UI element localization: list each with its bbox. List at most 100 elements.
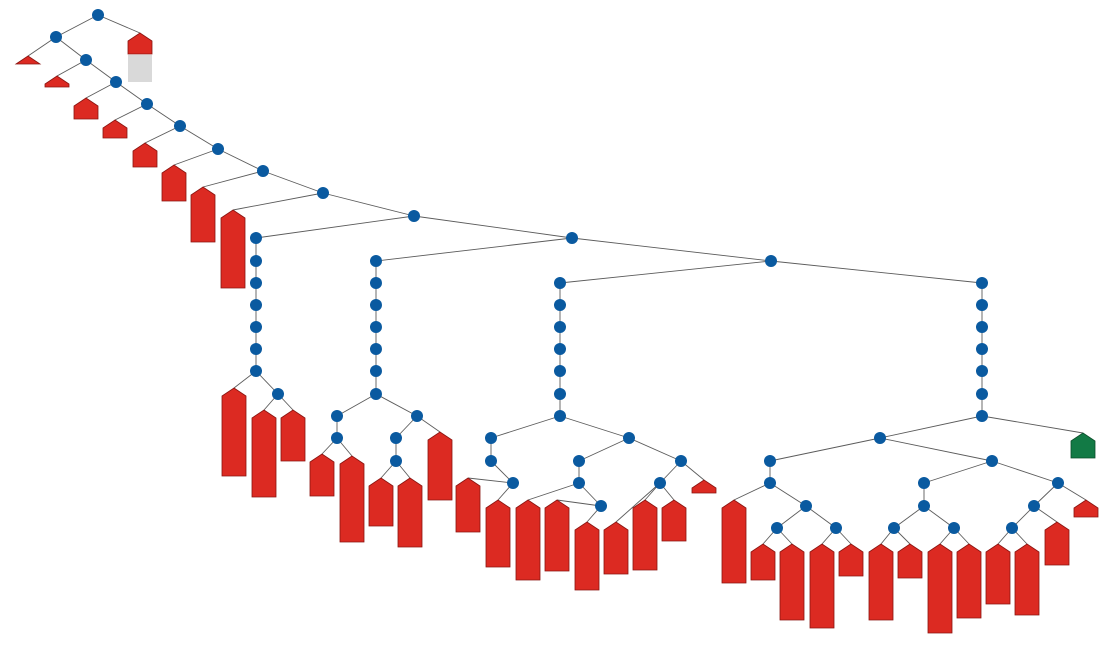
tree-node bbox=[250, 365, 262, 377]
tree-node bbox=[566, 232, 578, 244]
tree-node bbox=[370, 365, 382, 377]
leaf-node bbox=[809, 543, 835, 629]
tree-node bbox=[976, 321, 988, 333]
tree-node bbox=[250, 277, 262, 289]
tree-edge bbox=[202, 170, 264, 188]
tree-node bbox=[976, 343, 988, 355]
tree-edge bbox=[146, 103, 181, 127]
tree-node bbox=[110, 76, 122, 88]
tree-node bbox=[918, 500, 930, 512]
tree-node bbox=[573, 455, 585, 467]
tree-edge bbox=[556, 499, 602, 507]
tree-node bbox=[50, 31, 62, 43]
tree-edge bbox=[733, 482, 771, 501]
tree-node bbox=[554, 321, 566, 333]
tree-edge bbox=[232, 192, 324, 211]
tree-edge bbox=[769, 437, 881, 462]
tree-edge bbox=[375, 393, 418, 417]
tree-edge bbox=[923, 460, 993, 484]
leaf-node bbox=[515, 499, 541, 581]
tree-edge bbox=[893, 505, 925, 529]
tree-edge bbox=[770, 260, 983, 284]
tree-node bbox=[976, 299, 988, 311]
leaf-node bbox=[661, 499, 687, 542]
tree-node bbox=[507, 477, 519, 489]
leaf-node bbox=[985, 543, 1011, 605]
tree-node bbox=[554, 299, 566, 311]
tree-edge bbox=[55, 36, 87, 61]
tree-node bbox=[92, 9, 104, 21]
tree-node bbox=[976, 388, 988, 400]
leaf-node bbox=[838, 543, 864, 577]
leaf-node bbox=[73, 97, 99, 120]
tree-leaves bbox=[14, 32, 1099, 634]
tree-node bbox=[411, 410, 423, 422]
tree-edge bbox=[217, 148, 264, 172]
tree-node bbox=[331, 410, 343, 422]
tree-node bbox=[986, 455, 998, 467]
leaf-node bbox=[721, 499, 747, 584]
tree-node bbox=[390, 455, 402, 467]
tree-node bbox=[771, 522, 783, 534]
leaf-node bbox=[127, 32, 153, 55]
tree-edge bbox=[805, 505, 837, 529]
leaf-node bbox=[485, 499, 511, 568]
leaf-node bbox=[927, 543, 953, 634]
tree-edge bbox=[527, 482, 580, 501]
highlighted-leaf bbox=[1070, 432, 1096, 459]
tree-edge bbox=[144, 125, 181, 144]
tree-edge bbox=[879, 437, 993, 462]
leaf-node bbox=[750, 543, 776, 581]
tree-node bbox=[1052, 477, 1064, 489]
leaf-node bbox=[221, 387, 247, 477]
tree-edge bbox=[769, 482, 807, 507]
tree-edge bbox=[375, 237, 573, 262]
tree-edge bbox=[578, 437, 630, 462]
tree-edge bbox=[115, 81, 148, 105]
tree-edge bbox=[55, 14, 99, 38]
tree-node bbox=[554, 343, 566, 355]
tree-edge bbox=[981, 415, 1084, 434]
tree-node bbox=[595, 500, 607, 512]
tree-node bbox=[765, 255, 777, 267]
leaf-node bbox=[368, 477, 394, 527]
tree-node bbox=[141, 98, 153, 110]
tree-node bbox=[272, 388, 284, 400]
tree-node bbox=[623, 432, 635, 444]
tree-node bbox=[976, 410, 988, 422]
tree-node bbox=[80, 54, 92, 66]
tree-edge bbox=[615, 482, 661, 523]
leaf-node bbox=[102, 119, 128, 139]
leaf-node bbox=[455, 477, 481, 533]
placeholder-block bbox=[128, 55, 152, 82]
leaf-node bbox=[44, 75, 70, 88]
leaf-node bbox=[220, 209, 246, 289]
leaf-node bbox=[161, 164, 187, 202]
tree-node bbox=[830, 522, 842, 534]
leaf-node bbox=[397, 477, 423, 548]
leaf-node bbox=[956, 543, 982, 619]
tree-edge bbox=[179, 125, 219, 150]
leaf-node bbox=[691, 479, 717, 494]
tree-edge bbox=[467, 477, 514, 484]
tree-node bbox=[976, 277, 988, 289]
tree-edge bbox=[336, 393, 377, 417]
tree-node bbox=[408, 210, 420, 222]
leaf-node bbox=[779, 543, 805, 621]
placeholder-blocks bbox=[128, 55, 152, 82]
tree-node bbox=[250, 232, 262, 244]
tree-node bbox=[250, 321, 262, 333]
tree-edge bbox=[255, 215, 415, 239]
leaf-node bbox=[1044, 521, 1070, 566]
tree-node bbox=[317, 187, 329, 199]
leaf-node bbox=[603, 521, 629, 575]
leaf-node bbox=[309, 453, 335, 497]
leaf-node bbox=[14, 55, 42, 65]
tree-nodes bbox=[50, 9, 1064, 534]
tree-edge bbox=[571, 237, 772, 262]
tree-node bbox=[370, 277, 382, 289]
tree-node bbox=[800, 500, 812, 512]
leaf-node bbox=[427, 431, 453, 501]
tree-edge bbox=[776, 505, 807, 529]
